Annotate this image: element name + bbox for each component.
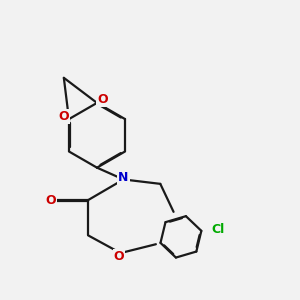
Text: O: O [114,250,124,263]
Text: Cl: Cl [212,223,225,236]
Text: O: O [97,93,108,106]
Text: N: N [118,172,129,184]
Text: O: O [58,110,69,123]
Text: O: O [46,194,56,207]
